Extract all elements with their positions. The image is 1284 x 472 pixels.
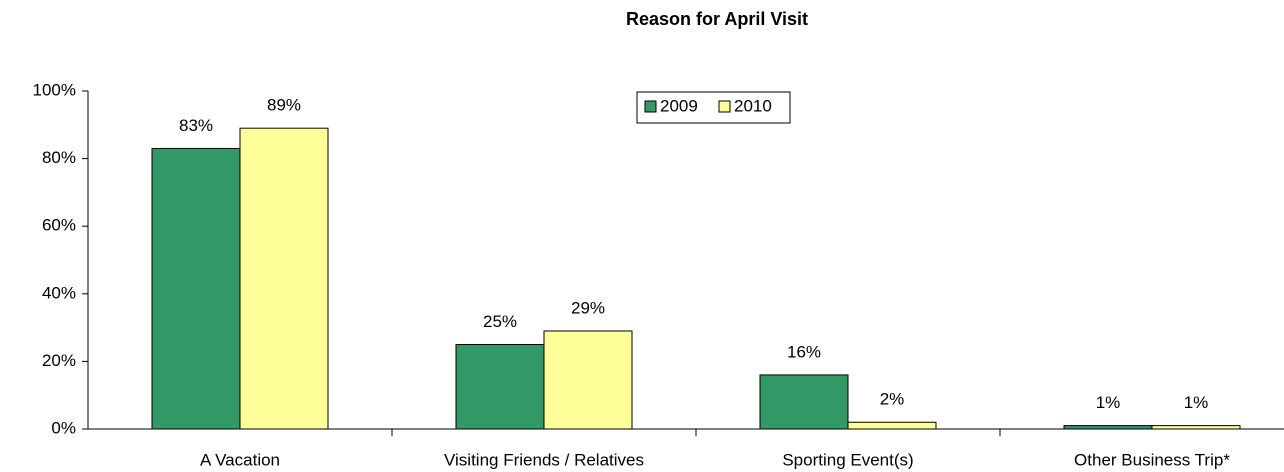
y-tick-label: 40%	[42, 283, 76, 302]
legend-swatch	[718, 100, 731, 113]
bar	[847, 421, 937, 430]
x-tick-label: Visiting Friends / Relatives	[444, 450, 644, 469]
legend-swatch	[644, 100, 657, 113]
bar	[1063, 425, 1153, 430]
value-label: 29%	[571, 298, 605, 317]
bar	[239, 127, 329, 430]
bar	[759, 374, 849, 430]
value-label: 1%	[1096, 393, 1121, 412]
x-tick-label: Sporting Event(s)	[782, 450, 913, 469]
bar	[543, 330, 633, 430]
y-tick-label: 60%	[42, 216, 76, 235]
y-tick-label: 20%	[42, 351, 76, 370]
value-label: 1%	[1184, 393, 1209, 412]
value-label: 25%	[483, 312, 517, 331]
y-tick-label: 100%	[33, 80, 76, 99]
legend-label: 2009	[660, 96, 698, 115]
legend-label: 2010	[734, 96, 772, 115]
bar	[1151, 425, 1241, 430]
x-tick-label: A Vacation	[200, 450, 280, 469]
chart-title: Reason for April Visit	[626, 9, 808, 29]
y-tick-label: 0%	[51, 418, 76, 437]
value-label: 16%	[787, 342, 821, 361]
bar	[455, 344, 545, 430]
value-label: 2%	[880, 390, 905, 409]
value-label: 89%	[267, 96, 301, 115]
value-label: 83%	[179, 116, 213, 135]
legend-box	[636, 91, 791, 124]
y-tick-label: 80%	[42, 148, 76, 167]
bar	[151, 147, 241, 430]
x-tick-label: Other Business Trip*	[1074, 450, 1230, 469]
